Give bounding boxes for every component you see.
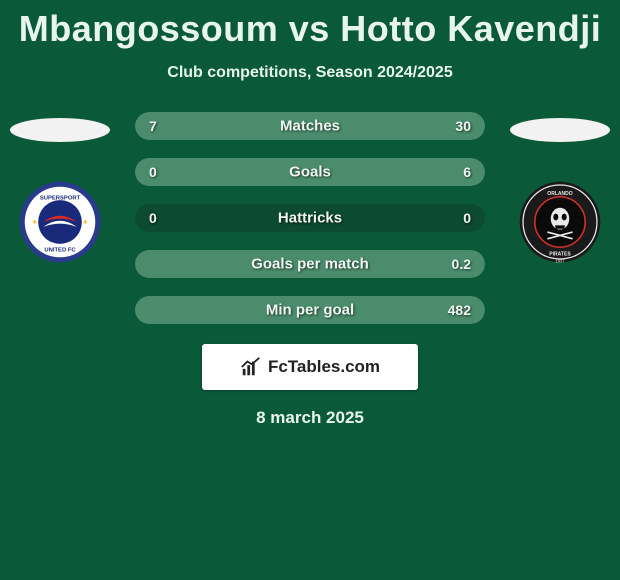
stat-bar: 0.2 Goals per match (135, 250, 485, 278)
stat-value-right: 0.2 (452, 256, 471, 272)
left-player-column: SUPERSPORT UNITED FC (0, 112, 120, 264)
right-player-column: ORLANDO PIRATES 1937 (500, 112, 620, 264)
left-player-avatar (10, 118, 110, 142)
stat-label: Min per goal (266, 302, 354, 319)
left-club-logo: SUPERSPORT UNITED FC (18, 180, 102, 264)
stat-label: Goals per match (251, 256, 369, 273)
stat-value-right: 6 (463, 164, 471, 180)
match-date: 8 march 2025 (0, 408, 620, 428)
svg-text:SUPERSPORT: SUPERSPORT (40, 195, 81, 201)
stat-value-left: 0 (149, 210, 157, 226)
stat-label: Matches (280, 118, 340, 135)
orlando-pirates-logo-icon: ORLANDO PIRATES 1937 (518, 180, 602, 264)
comparison-content: SUPERSPORT UNITED FC ORLAND (0, 112, 620, 324)
stat-value-right: 482 (448, 302, 471, 318)
page-title: Mbangossoum vs Hotto Kavendji (0, 0, 620, 50)
chart-icon (240, 356, 262, 378)
svg-text:1937: 1937 (555, 258, 565, 263)
stat-value-right: 0 (463, 210, 471, 226)
stat-bar: 0 0 Hattricks (135, 204, 485, 232)
supersport-logo-icon: SUPERSPORT UNITED FC (18, 180, 102, 264)
subtitle: Club competitions, Season 2024/2025 (0, 64, 620, 82)
stats-bars: 7 30 Matches 0 6 Goals 0 0 Hattricks 0.2 Goals per… (135, 112, 485, 324)
bar-fill-left (135, 158, 146, 186)
svg-text:UNITED FC: UNITED FC (44, 247, 76, 253)
right-club-logo: ORLANDO PIRATES 1937 (518, 180, 602, 264)
stat-value-left: 0 (149, 164, 157, 180)
svg-text:PIRATES: PIRATES (549, 252, 571, 258)
brand-badge: FcTables.com (202, 344, 418, 390)
svg-text:ORLANDO: ORLANDO (547, 191, 573, 197)
stat-bar: 7 30 Matches (135, 112, 485, 140)
stat-value-right: 30 (455, 118, 471, 134)
stat-value-left: 7 (149, 118, 157, 134)
stat-bar: 482 Min per goal (135, 296, 485, 324)
brand-text: FcTables.com (268, 357, 380, 377)
right-player-avatar (510, 118, 610, 142)
stat-label: Goals (289, 164, 331, 181)
stat-label: Hattricks (278, 210, 342, 227)
stat-bar: 0 6 Goals (135, 158, 485, 186)
